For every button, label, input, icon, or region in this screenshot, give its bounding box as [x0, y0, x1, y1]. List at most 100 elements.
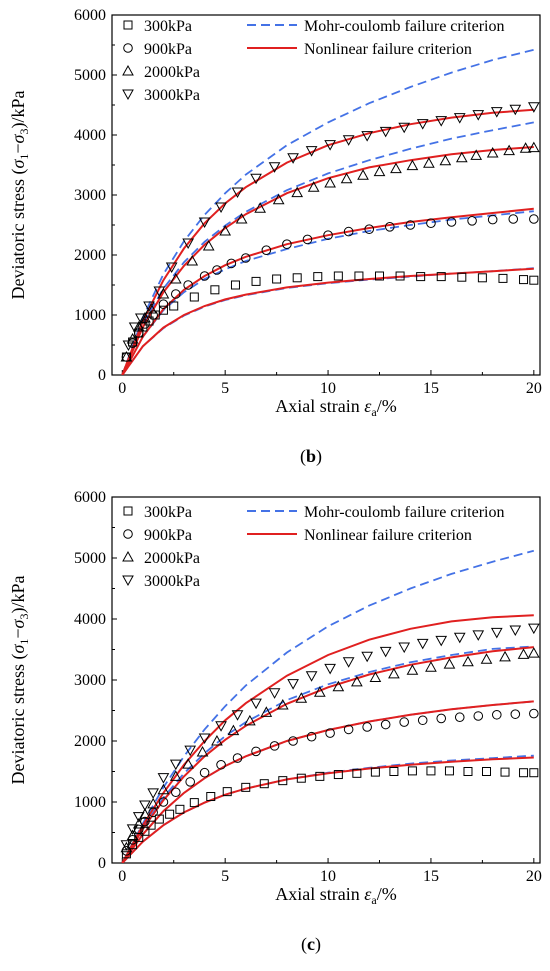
square-marker	[416, 272, 426, 282]
triangle-down-marker	[250, 698, 262, 710]
circle-marker	[384, 222, 395, 232]
triangle-up-marker	[122, 550, 134, 562]
circle-marker	[426, 218, 436, 228]
plot-area	[120, 48, 540, 375]
square-marker	[426, 766, 436, 776]
y-tick-label: 3000	[74, 672, 106, 689]
triangle-up-marker	[439, 154, 452, 166]
y-tick-label: 5000	[74, 550, 106, 567]
y-axis-label: Deviatoric stress (σ1−σ3)/kPa	[8, 576, 31, 785]
triangle-down-marker	[147, 788, 160, 799]
series-2000kPa	[120, 647, 540, 853]
triangle-up-marker	[462, 655, 474, 667]
triangle-up-marker	[182, 758, 194, 769]
triangle-down-marker	[453, 113, 466, 124]
triangle-down-marker	[198, 217, 211, 229]
triangle-down-marker	[287, 679, 299, 690]
triangle-down-marker	[139, 800, 151, 812]
square-marker	[519, 275, 529, 285]
triangle-down-marker	[435, 635, 448, 647]
triangle-up-marker	[227, 724, 240, 736]
triangle-down-marker	[268, 162, 281, 173]
triangle-up-marker	[425, 661, 437, 672]
legend: 300kPa 900kPa 2000kPa 3000kPa Mohr-coulomb f…	[122, 18, 505, 104]
triangle-down-marker	[342, 135, 355, 146]
triangle-down-marker	[398, 642, 411, 654]
square-marker	[407, 766, 417, 776]
square-marker	[169, 301, 179, 311]
legend-label: 300kPa	[144, 18, 192, 35]
circle-marker	[212, 265, 222, 275]
triangle-up-marker	[120, 350, 133, 362]
nonlinear-curve-1	[121, 700, 534, 863]
circle-marker	[199, 767, 210, 778]
legend-label: Mohr-coulomb failure criterion	[304, 504, 505, 521]
triangle-up-marker	[196, 745, 209, 757]
triangle-down-marker	[231, 187, 244, 199]
circle-marker	[491, 709, 502, 720]
legend-label: 2000kPa	[144, 64, 200, 81]
circle-marker	[148, 310, 158, 320]
triangle-up-marker	[157, 783, 170, 795]
triangle-down-marker	[120, 840, 133, 851]
triangle-down-marker	[453, 632, 466, 644]
square-marker	[529, 768, 539, 778]
square-marker	[189, 292, 199, 302]
chart-panel-b: 0 5 10 15 20 0 1000 2000 3000 4000 5000 6000 Axial s…	[8, 7, 542, 467]
series-3000kPa	[120, 623, 540, 851]
nonlinear-curve-0	[121, 267, 534, 375]
circle-marker	[133, 328, 144, 338]
triangle-up-marker	[260, 706, 273, 717]
circle-marker	[467, 216, 477, 226]
legend: 300kPa 900kPa 2000kPa 3000kPa Mohr-coulomb f…	[122, 504, 505, 590]
triangle-up-marker	[527, 141, 540, 153]
square-marker	[296, 773, 306, 783]
x-tick-label: 5	[221, 380, 229, 397]
legend-label: Nonlinear failure criterion	[304, 41, 472, 58]
circle-marker	[232, 753, 243, 763]
triangle-up-marker	[357, 169, 369, 180]
square-marker	[259, 779, 269, 789]
triangle-down-marker	[165, 262, 178, 274]
triangle-up-marker	[147, 797, 160, 809]
triangle-up-marker	[455, 151, 468, 163]
triangle-up-marker	[202, 239, 215, 251]
plot-area	[120, 549, 540, 863]
circle-marker	[226, 258, 237, 269]
triangle-down-marker	[198, 733, 211, 744]
triangle-up-marker	[254, 202, 267, 213]
circle-marker	[240, 253, 251, 263]
square-marker	[251, 276, 261, 286]
y-tick-label: 1000	[74, 794, 106, 811]
panel-caption: (c)	[301, 934, 321, 955]
circle-marker	[288, 736, 298, 746]
square-marker	[241, 782, 251, 792]
triangle-up-marker	[126, 829, 139, 841]
series-900kPa	[121, 214, 539, 362]
triangle-down-marker	[122, 89, 134, 101]
square-marker	[395, 271, 405, 281]
triangle-up-marker	[470, 149, 483, 160]
mohr-coulomb-curve-2	[121, 645, 534, 863]
square-marker	[315, 771, 325, 781]
circle-marker	[364, 224, 375, 234]
square-marker	[333, 770, 343, 780]
circle-marker	[199, 271, 210, 281]
series-900kPa	[121, 708, 539, 856]
x-tick-label: 5	[221, 868, 229, 885]
square-marker	[206, 792, 216, 802]
square-marker	[333, 271, 343, 281]
triangle-down-marker	[287, 153, 299, 164]
triangle-up-marker	[291, 186, 304, 198]
triangle-up-marker	[406, 159, 419, 171]
triangle-up-marker	[423, 157, 435, 168]
triangle-up-marker	[244, 714, 256, 726]
square-marker	[165, 809, 175, 819]
circle-marker	[380, 719, 391, 730]
triangle-down-marker	[324, 663, 336, 675]
triangle-down-marker	[153, 286, 166, 298]
triangle-up-marker	[139, 311, 151, 323]
x-tick-label: 10	[320, 380, 336, 397]
triangle-up-marker	[307, 181, 320, 192]
